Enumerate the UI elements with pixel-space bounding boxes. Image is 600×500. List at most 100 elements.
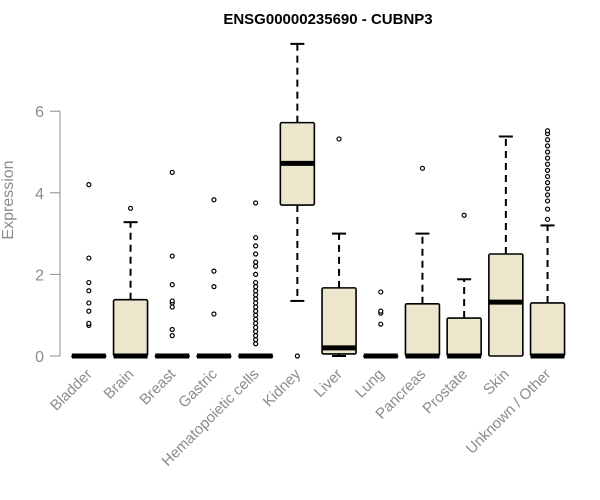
outlier-point: [211, 311, 217, 317]
box-group: [237, 200, 274, 359]
outlier-point: [253, 235, 259, 241]
x-tick-label: Bladder: [47, 366, 96, 415]
y-tick-label: 0: [35, 349, 44, 366]
outlier-point: [86, 182, 92, 188]
outlier-point: [86, 288, 92, 294]
outlier-point: [253, 259, 259, 265]
box-group: [529, 128, 566, 359]
outlier-point: [253, 324, 259, 331]
outlier-point: [253, 296, 259, 302]
box: [529, 302, 566, 357]
outlier-point: [211, 268, 217, 274]
x-tick-label: Liver: [311, 366, 346, 401]
outlier-point: [253, 333, 259, 339]
outlier-point: [169, 282, 175, 288]
box: [321, 287, 357, 355]
outlier-point: [169, 298, 175, 304]
outlier-point: [86, 279, 92, 286]
y-axis: 0 2 4 6: [35, 104, 61, 366]
chart-title: ENSG00000235690 - CUBNP3: [223, 11, 432, 28]
box-group: [112, 205, 149, 359]
x-tick-label: Breast: [136, 365, 179, 408]
box: [404, 302, 441, 357]
outlier-point: [544, 198, 551, 204]
x-tick-label: Brain: [101, 366, 138, 403]
outlier-point: [253, 337, 259, 343]
box-group: [279, 42, 316, 359]
outlier-point: [253, 312, 259, 318]
outlier-point: [169, 326, 175, 333]
outlier-point: [169, 304, 175, 310]
box-group: [321, 136, 357, 357]
outlier-point: [86, 320, 92, 326]
outlier-point: [419, 165, 426, 171]
outlier-point: [253, 341, 259, 347]
outlier-point: [253, 316, 259, 322]
outlier-point: [378, 321, 384, 327]
outlier-point: [253, 288, 259, 294]
outlier-point: [169, 169, 175, 175]
box-group: [446, 212, 482, 359]
x-tick-label: Skin: [480, 366, 513, 399]
outlier-point: [253, 243, 259, 249]
box-group: [71, 182, 107, 359]
outlier-point: [544, 206, 551, 212]
outlier-point: [544, 173, 551, 180]
outlier-point: [253, 263, 259, 269]
outlier-point: [544, 216, 551, 222]
y-tick-label: 6: [35, 104, 44, 121]
outlier-point: [86, 300, 92, 306]
outlier-point: [253, 320, 259, 326]
outlier-point: [544, 180, 551, 186]
boxes-layer: [71, 42, 566, 359]
outlier-point: [544, 167, 551, 173]
box-group: [196, 197, 232, 359]
outlier-point: [461, 212, 467, 218]
x-tick-label: Prostate: [419, 366, 471, 418]
outlier-point: [253, 251, 259, 257]
outlier-point: [253, 300, 259, 306]
box-group: [404, 165, 441, 359]
outlier-point: [544, 155, 551, 161]
outlier-point: [253, 304, 259, 310]
outlier-point: [253, 271, 259, 277]
outlier-point: [378, 308, 384, 314]
outlier-point: [253, 284, 259, 290]
outlier-point: [86, 255, 92, 261]
outlier-point: [253, 328, 259, 335]
outlier-point: [253, 200, 259, 206]
outlier-point: [336, 136, 342, 142]
box-group: [362, 289, 399, 359]
outlier-point: [211, 284, 217, 290]
x-tick-label: Lung: [352, 366, 388, 402]
box-group: [154, 169, 191, 359]
outlier-point: [544, 186, 551, 192]
y-tick-label: 4: [35, 186, 44, 203]
outlier-point: [253, 308, 259, 314]
outlier-point: [544, 137, 551, 143]
outlier-point: [211, 197, 217, 203]
y-axis-label: Expression: [0, 160, 17, 239]
outlier-point: [253, 292, 259, 298]
outlier-point: [544, 128, 551, 134]
outlier-point: [544, 161, 551, 167]
y-tick-label: 2: [35, 267, 44, 284]
outlier-point: [127, 205, 134, 211]
box: [112, 298, 149, 357]
box: [446, 317, 482, 357]
outlier-point: [169, 333, 175, 339]
outlier-point: [169, 253, 175, 259]
outlier-point: [378, 289, 384, 295]
box: [488, 253, 524, 357]
outlier-point: [86, 308, 92, 314]
outlier-point: [544, 143, 551, 149]
x-tick-label: Kidney: [260, 365, 305, 410]
outlier-point: [294, 353, 300, 359]
box-group: [488, 135, 524, 357]
outlier-point: [544, 192, 551, 198]
outlier-point: [253, 279, 259, 286]
outlier-point: [544, 149, 551, 155]
